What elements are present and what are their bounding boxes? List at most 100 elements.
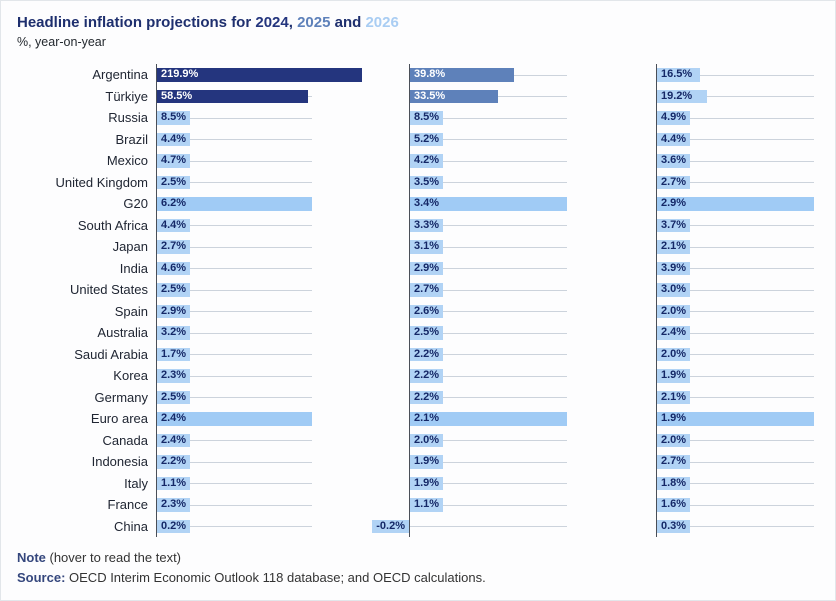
value-bar[interactable]: 2.2% [410,390,444,404]
value-label: 2.0% [661,433,687,446]
value-bar[interactable]: 2.4% [157,412,312,426]
value-bar[interactable]: 2.7% [410,283,444,297]
value-bar[interactable]: 6.2% [157,197,312,211]
value-bar[interactable]: 3.6% [657,154,691,168]
value-bar[interactable]: 3.4% [410,197,567,211]
value-bar[interactable]: 2.5% [410,326,444,340]
value-bar[interactable]: 4.9% [657,111,691,125]
panel-2026: 2.0% [656,343,816,365]
value-bar[interactable]: 2.5% [157,283,191,297]
value-bar[interactable]: 4.7% [157,154,191,168]
value-bar[interactable]: 2.0% [657,433,691,447]
row-gridline [157,461,312,463]
value-bar[interactable]: 2.6% [410,304,444,318]
panel-2026: 1.6% [656,494,816,516]
value-bar[interactable]: 2.5% [157,175,191,189]
value-bar[interactable]: 3.2% [157,326,191,340]
value-label: 2.7% [161,240,187,253]
value-label: 2.2% [414,369,440,382]
value-bar[interactable]: 1.9% [410,476,444,490]
value-bar[interactable]: 2.0% [410,433,444,447]
value-bar[interactable]: 8.5% [157,111,191,125]
value-bar[interactable]: 1.9% [657,369,691,383]
value-label: 2.1% [661,240,687,253]
value-bar[interactable]: 16.5% [657,68,701,82]
value-bar[interactable]: 3.1% [410,240,444,254]
value-bar[interactable]: -0.2% [372,519,409,533]
value-bar[interactable]: 1.1% [157,476,191,490]
value-bar[interactable]: 0.2% [157,519,191,533]
value-label: 4.9% [661,111,687,124]
value-bar[interactable]: 4.4% [657,132,691,146]
value-bar[interactable]: 33.5% [410,89,498,103]
value-bar[interactable]: 219.9% [157,68,362,82]
value-bar[interactable]: 4.6% [157,261,191,275]
value-bar[interactable]: 1.9% [657,412,814,426]
value-bar[interactable]: 3.3% [410,218,444,232]
value-bar[interactable]: 19.2% [657,89,708,103]
chart-row: Saudi Arabia 1.7% 2.2% 2.0% [17,343,819,365]
value-bar[interactable]: 2.2% [410,369,444,383]
value-bar[interactable]: 3.5% [410,175,444,189]
value-bar[interactable]: 2.1% [410,412,567,426]
panel-2025: 3.5% [409,171,656,193]
source-label: Source: [17,570,66,585]
row-gridline [410,268,567,270]
value-bar[interactable]: 2.4% [157,433,191,447]
value-bar[interactable]: 2.2% [410,347,444,361]
panel-2026: 4.9% [656,107,816,129]
value-bar[interactable]: 4.2% [410,154,444,168]
panel-2025: 3.4% [409,193,656,215]
value-bar[interactable]: 3.9% [657,261,691,275]
panel-2024: 1.1% [156,472,409,494]
value-bar[interactable]: 2.0% [657,347,691,361]
value-bar[interactable]: 2.5% [157,390,191,404]
value-bar[interactable]: 4.4% [157,132,191,146]
value-bar[interactable]: 58.5% [157,89,309,103]
value-bar[interactable]: 3.7% [657,218,691,232]
value-bar[interactable]: 3.0% [657,283,691,297]
value-bar[interactable]: 1.8% [657,476,691,490]
value-bar[interactable]: 2.3% [157,498,191,512]
country-label: South Africa [77,217,148,233]
row-gridline [410,139,567,141]
value-label: 2.4% [161,412,187,425]
value-bar[interactable]: 2.0% [657,304,691,318]
value-bar[interactable]: 2.4% [657,326,691,340]
value-bar[interactable]: 1.1% [410,498,444,512]
value-bar[interactable]: 0.3% [657,519,691,533]
value-label: 58.5% [161,89,193,102]
title-sep2: and [330,14,366,31]
panel-2026: 3.9% [656,257,816,279]
row-gridline [410,332,567,334]
row-gridline [157,117,312,119]
value-bar[interactable]: 5.2% [410,132,444,146]
value-bar[interactable]: 1.7% [157,347,191,361]
value-bar[interactable]: 4.4% [157,218,191,232]
value-bar[interactable]: 2.9% [157,304,191,318]
chart-row: Canada 2.4% 2.0% 2.0% [17,429,819,451]
panel-2025: 2.9% [409,257,656,279]
value-bar[interactable]: 2.1% [657,390,691,404]
value-bar[interactable]: 2.7% [657,175,691,189]
value-bar[interactable]: 2.7% [657,455,691,469]
value-bar[interactable]: 2.2% [157,455,191,469]
chart-row: Russia 8.5% 8.5% 4.9% [17,107,819,129]
value-label: 3.6% [661,154,687,167]
value-bar[interactable]: 39.8% [410,68,515,82]
value-bar[interactable]: 1.6% [657,498,691,512]
value-bar[interactable]: 2.7% [157,240,191,254]
value-bar[interactable]: 1.9% [410,455,444,469]
value-bar[interactable]: 8.5% [410,111,444,125]
value-label: 2.0% [661,304,687,317]
value-bar[interactable]: 2.3% [157,369,191,383]
panel-2025: 33.5% [409,85,656,107]
value-bar[interactable]: 2.1% [657,240,691,254]
value-bar[interactable]: 2.9% [657,197,814,211]
value-label: 5.2% [414,132,440,145]
value-label: 8.5% [414,111,440,124]
row-gridline [157,311,312,313]
value-bar[interactable]: 2.9% [410,261,444,275]
row-gridline [410,117,567,119]
value-label: 2.5% [161,175,187,188]
